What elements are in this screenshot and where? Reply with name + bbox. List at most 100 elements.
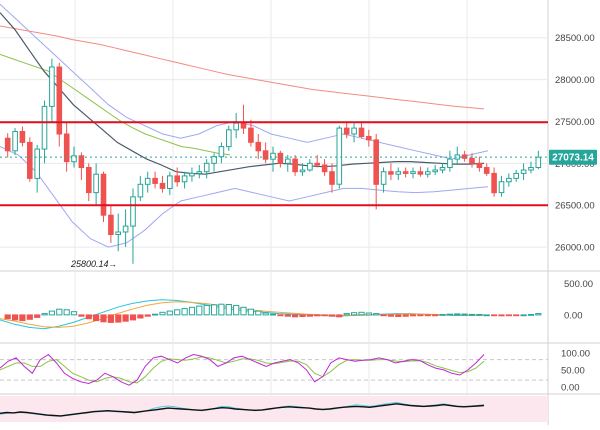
candle-body <box>439 167 446 171</box>
candle-body <box>402 171 409 174</box>
macd-histogram-bar <box>491 314 498 317</box>
macd-histogram-bar <box>129 314 137 321</box>
macd-histogram-bar <box>476 314 483 316</box>
candle-body <box>410 171 416 174</box>
candle-body <box>366 136 372 141</box>
macd-histogram-bar <box>373 313 380 316</box>
macd-histogram-bar <box>535 313 542 316</box>
macd-histogram-bar <box>292 314 299 318</box>
candle-body <box>425 171 431 175</box>
macd-histogram-bar <box>4 314 11 320</box>
macd-histogram-bar <box>328 314 336 317</box>
macd-histogram-bar <box>498 314 505 317</box>
macd-histogram-bar <box>181 308 188 316</box>
candle-body <box>196 171 203 174</box>
macd-histogram-bar <box>527 314 535 316</box>
price-tick-label: 26000.00 <box>555 243 595 254</box>
macd-histogram-bar <box>314 314 321 317</box>
macd-histogram-bar <box>483 314 490 317</box>
candle-body <box>56 66 63 135</box>
macd-histogram-bar <box>203 304 210 316</box>
candle-body <box>417 171 424 175</box>
macd-histogram-bar <box>505 314 512 317</box>
macd-histogram-bar <box>233 304 240 316</box>
macd-histogram-bar <box>152 313 159 316</box>
candle-body <box>292 158 298 173</box>
macd-histogram-bar <box>63 309 70 316</box>
price-tick-label: 26500.00 <box>555 201 595 212</box>
macd-histogram-bar <box>358 311 365 316</box>
macd-histogram-bar <box>34 314 41 318</box>
candle-body <box>307 162 313 171</box>
macd-histogram-bar <box>343 313 350 316</box>
price-tick-label: 28000.00 <box>555 75 595 86</box>
macd-histogram-bar <box>218 303 225 316</box>
macd-histogram-bar <box>336 314 343 318</box>
macd-histogram-bar <box>78 314 85 317</box>
macd-histogram-bar <box>196 305 203 316</box>
stochastic-k-line <box>0 353 485 386</box>
candle-body <box>93 173 99 194</box>
candle-body <box>491 172 497 194</box>
candle-body <box>270 152 276 160</box>
macd-histogram-bar <box>409 314 417 317</box>
candle-body <box>144 177 151 185</box>
candle-body <box>513 172 520 179</box>
macd-histogram-bar <box>188 306 196 316</box>
candle-body <box>174 175 180 183</box>
candle-body <box>506 177 512 183</box>
macd-tick-label: 0.00 <box>564 310 583 321</box>
macd-histogram-bar <box>240 306 247 316</box>
candle-body <box>203 162 210 173</box>
candle-body <box>211 156 217 164</box>
macd-histogram-bar <box>439 314 446 316</box>
macd-histogram-bar <box>56 308 63 316</box>
candle-body <box>159 182 166 189</box>
candle-body <box>358 127 365 138</box>
candle-body <box>63 133 70 163</box>
stochastic-tick-label: 100.00 <box>561 348 590 359</box>
candle-body <box>277 152 284 164</box>
candle-body <box>167 175 173 189</box>
candle-body <box>321 164 328 173</box>
candle-body <box>476 162 483 169</box>
macd-histogram-bar <box>306 314 313 317</box>
candle-body <box>108 214 114 235</box>
macd-histogram-bar <box>424 314 431 317</box>
macd-histogram-bar <box>174 309 181 316</box>
candle-body <box>329 171 335 185</box>
candle-body <box>12 131 18 152</box>
candle-body <box>4 137 11 152</box>
stochastic-tick-label: 0.00 <box>561 382 580 393</box>
macd-histogram-bar <box>387 314 394 317</box>
candle-body <box>100 173 107 216</box>
macd-histogram-bar <box>395 314 402 317</box>
candle-body <box>71 155 77 163</box>
macd-histogram-bar <box>166 310 173 316</box>
candle-body <box>498 181 505 194</box>
candle-body <box>115 231 122 235</box>
candle-body <box>181 175 188 183</box>
macd-histogram-bar <box>380 314 387 317</box>
macd-histogram-bar <box>520 314 527 317</box>
candle-body <box>255 141 262 152</box>
indicator-lines <box>0 3 489 417</box>
candle-body <box>483 167 490 174</box>
macd-histogram-bar <box>284 314 291 317</box>
candle-body <box>122 225 129 233</box>
macd-histogram-bar <box>365 312 372 316</box>
oscillator-line <box>0 403 485 417</box>
candle-body <box>130 196 136 227</box>
candle-body <box>336 127 343 185</box>
macd-histogram-bar <box>107 314 115 323</box>
candle-body <box>233 122 239 131</box>
candle-body <box>520 169 527 174</box>
macd-histogram-bar <box>41 313 48 316</box>
candle-body <box>152 177 158 184</box>
low-price-annotation: 25800.14 <box>70 259 109 269</box>
macd-histogram-bar <box>269 313 277 316</box>
bollinger-upper <box>0 3 489 160</box>
